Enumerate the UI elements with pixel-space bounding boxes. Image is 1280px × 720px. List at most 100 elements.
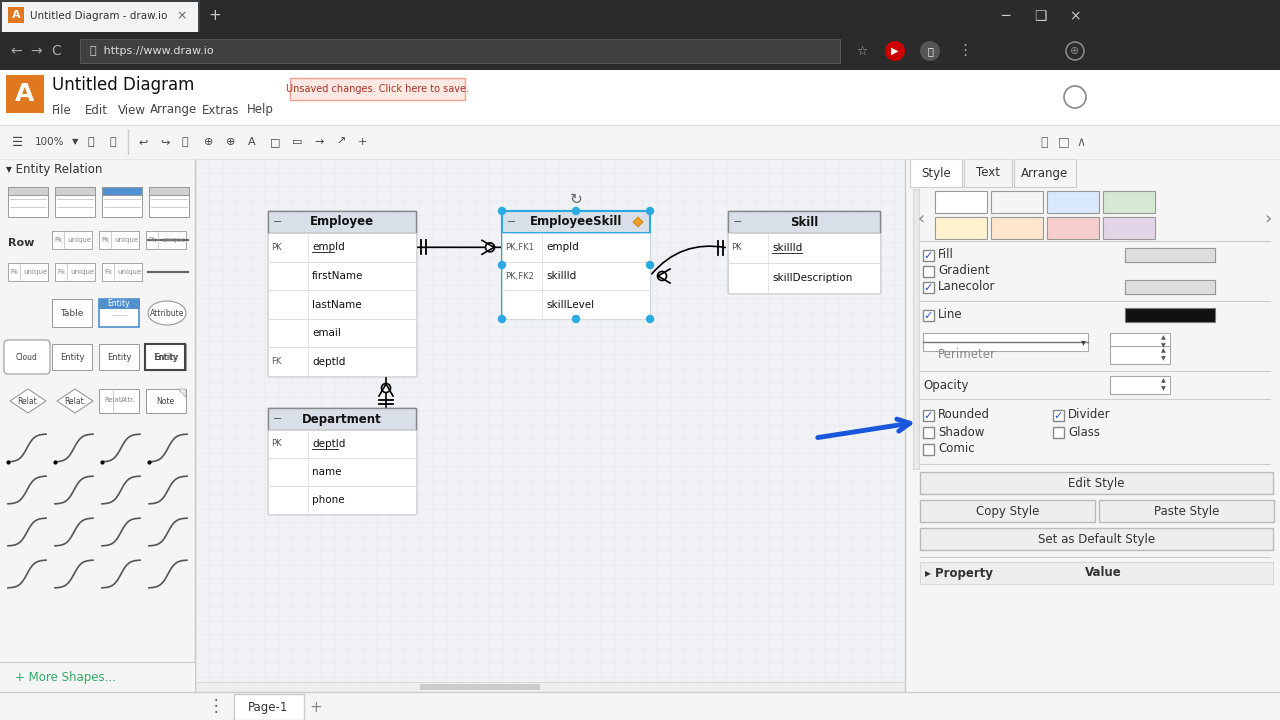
Text: Copy Style: Copy Style: [975, 505, 1039, 518]
Bar: [268, 458, 416, 486]
Text: −: −: [507, 217, 516, 227]
Text: ▸ Property: ▸ Property: [925, 567, 993, 580]
Text: Fk: Fk: [10, 269, 18, 275]
Bar: [728, 211, 881, 233]
Text: ⊕: ⊕: [227, 137, 236, 147]
Text: + More Shapes...: + More Shapes...: [15, 670, 116, 683]
Text: C: C: [51, 44, 61, 58]
Circle shape: [381, 384, 390, 392]
Text: ↩: ↩: [138, 137, 147, 147]
Text: Untitled Diagram - draw.io: Untitled Diagram - draw.io: [29, 11, 168, 21]
Circle shape: [646, 315, 654, 323]
Text: A: A: [248, 137, 256, 147]
Text: Edit Style: Edit Style: [1069, 477, 1125, 490]
Bar: [195, 159, 905, 692]
Text: Skill: Skill: [790, 215, 818, 228]
Bar: [3, 2, 198, 32]
Bar: [1014, 159, 1076, 187]
Bar: [913, 189, 919, 469]
Text: Text: Text: [977, 166, 1000, 179]
Text: Unsaved changes. Click here to save.: Unsaved changes. Click here to save.: [287, 84, 470, 94]
Bar: [268, 486, 416, 514]
Text: ❑: ❑: [1034, 9, 1046, 23]
Text: Fk: Fk: [58, 269, 65, 275]
FancyBboxPatch shape: [4, 340, 50, 374]
Text: ›: ›: [1265, 210, 1271, 228]
Text: 🗑: 🗑: [182, 137, 188, 147]
Bar: [102, 187, 142, 195]
Text: Entity: Entity: [106, 353, 132, 361]
Bar: [148, 187, 189, 195]
Text: Line: Line: [938, 308, 963, 322]
Bar: [99, 231, 140, 249]
Bar: [502, 233, 650, 261]
Text: ✓: ✓: [1053, 411, 1062, 421]
Bar: [8, 187, 49, 195]
Text: ✓: ✓: [923, 411, 932, 421]
Text: Opacity: Opacity: [923, 379, 969, 392]
Bar: [268, 430, 416, 458]
Text: ←: ←: [10, 44, 22, 58]
Bar: [102, 187, 142, 195]
Bar: [268, 233, 416, 261]
Polygon shape: [10, 389, 46, 413]
Bar: [1053, 427, 1064, 438]
Bar: [923, 310, 934, 321]
Text: □: □: [1059, 135, 1070, 148]
Bar: [268, 408, 416, 514]
Bar: [502, 261, 650, 290]
Text: Table: Table: [60, 308, 83, 318]
Circle shape: [498, 207, 506, 215]
Text: ✓: ✓: [923, 251, 932, 261]
Bar: [234, 694, 305, 720]
Bar: [145, 344, 186, 370]
Text: Lanecolor: Lanecolor: [938, 281, 996, 294]
Bar: [146, 344, 186, 370]
Text: ─────: ─────: [111, 315, 127, 320]
Bar: [934, 191, 987, 213]
Text: ▼: ▼: [72, 138, 78, 146]
Bar: [1110, 346, 1170, 364]
Ellipse shape: [148, 301, 186, 325]
Bar: [268, 319, 416, 348]
Text: Style: Style: [922, 166, 951, 179]
Text: Fk: Fk: [104, 269, 113, 275]
Text: unique: unique: [70, 269, 95, 275]
Text: ⋮: ⋮: [957, 43, 973, 58]
Bar: [99, 299, 140, 327]
Circle shape: [920, 41, 940, 61]
Text: Attribute: Attribute: [150, 308, 184, 318]
Text: Rounded: Rounded: [938, 408, 989, 421]
Text: □: □: [270, 137, 280, 147]
Circle shape: [646, 207, 654, 215]
Text: PK,FK1: PK,FK1: [506, 243, 534, 252]
Text: ⋮: ⋮: [207, 697, 224, 715]
Bar: [991, 217, 1043, 239]
Text: skillDescription: skillDescription: [772, 273, 852, 283]
Text: Gradient: Gradient: [938, 264, 989, 277]
Bar: [934, 217, 987, 239]
Text: 0 pt: 0 pt: [1121, 350, 1143, 360]
Text: 🔍: 🔍: [88, 137, 95, 147]
Text: Pk: Pk: [101, 237, 109, 243]
Text: ☆: ☆: [856, 45, 868, 58]
Bar: [0, 662, 195, 692]
Bar: [79, 39, 840, 63]
Bar: [1125, 280, 1215, 294]
Text: Edit: Edit: [84, 104, 108, 117]
Bar: [991, 191, 1043, 213]
Bar: [99, 344, 140, 370]
Bar: [502, 211, 650, 319]
Text: deptId: deptId: [312, 439, 346, 449]
Text: Relat.: Relat.: [64, 397, 86, 405]
Text: ▲: ▲: [1161, 379, 1165, 384]
Text: ▭: ▭: [292, 137, 302, 147]
Text: PK,FK2: PK,FK2: [506, 271, 534, 281]
Text: ☰: ☰: [12, 135, 23, 148]
Bar: [268, 408, 416, 430]
Bar: [146, 389, 186, 413]
Text: Department: Department: [302, 413, 381, 426]
Bar: [1125, 308, 1215, 322]
Bar: [8, 263, 49, 281]
Circle shape: [658, 271, 667, 281]
